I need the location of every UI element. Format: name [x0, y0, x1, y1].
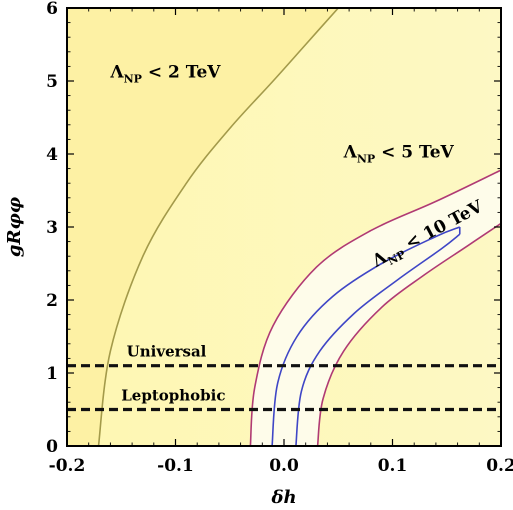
x-axis-label: δh	[270, 487, 296, 508]
x-tick-label: -0.2	[49, 456, 86, 476]
x-tick-label: -0.1	[157, 456, 194, 476]
plot-area	[67, 8, 501, 446]
y-axis: 0 1 2 3 4 5 6	[46, 0, 501, 457]
x-tick-label: 0.2	[486, 456, 513, 476]
y-tick-label: 3	[46, 218, 58, 238]
y-axis-label: gRφφ	[4, 196, 25, 257]
x-tick-label: 0.0	[269, 456, 299, 476]
region-2tev-fill	[67, 8, 339, 446]
curve-5tev_right	[316, 222, 501, 446]
leptophobic-label: Leptophobic	[121, 387, 225, 405]
curve-10tev_left	[271, 226, 461, 446]
region-label-5tev: ΛNP < 5 TeV	[343, 143, 455, 166]
y-tick-label: 0	[46, 437, 58, 457]
x-axis: -0.2 -0.1 0.0 0.1 0.2	[49, 8, 513, 476]
curve-2tev	[97, 8, 339, 446]
y-tick-label: 1	[46, 364, 58, 384]
region-label-2tev: ΛNP < 2 TeV	[109, 62, 221, 85]
y-tick-label: 6	[46, 0, 58, 19]
band-fill-5tev	[250, 170, 501, 446]
y-tick-label: 4	[46, 145, 58, 165]
universal-label: Universal	[127, 343, 207, 361]
y-tick-label: 5	[46, 72, 58, 92]
y-tick-label: 2	[46, 291, 58, 311]
curve-10tev_right	[295, 233, 461, 446]
curve-5tev_left	[249, 169, 501, 446]
x-tick-label: 0.1	[378, 456, 408, 476]
